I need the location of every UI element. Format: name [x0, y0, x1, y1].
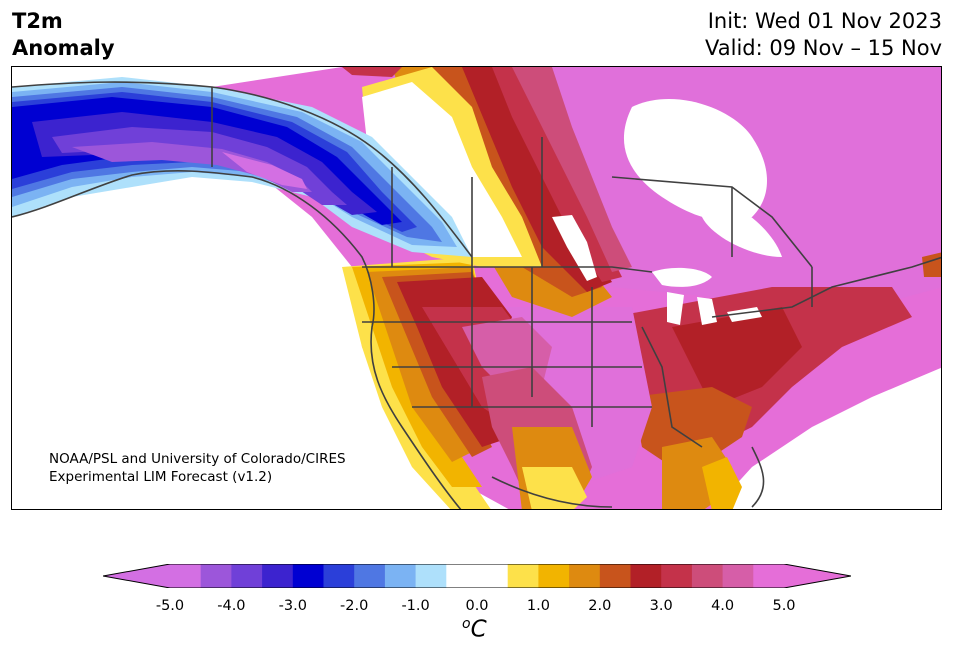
colorbar-segment [354, 564, 386, 588]
colorbar-tick-label: 1.0 [526, 598, 550, 614]
colorbar-segment [538, 564, 570, 588]
forecast-dates: Init: Wed 01 Nov 2023 Valid: 09 Nov – 15… [705, 8, 942, 62]
colorbar-segment [507, 564, 539, 588]
colorbar-segment [722, 564, 754, 588]
colorbar-segment [384, 564, 417, 588]
degree-sup: o [462, 616, 471, 632]
colorbar-segment [691, 564, 724, 588]
colorbar-segment [661, 564, 693, 588]
colorbar-extend-high [784, 564, 851, 588]
map-canvas [12, 67, 941, 509]
valid-range: Valid: 09 Nov – 15 Nov [705, 36, 942, 60]
colorbar-extend-low [103, 564, 170, 588]
colorbar-segment [415, 564, 447, 588]
colorbar-segment [323, 564, 355, 588]
colorbar-tick-label: 2.0 [588, 598, 612, 614]
colorbar-segment [446, 564, 478, 588]
colorbar-segment [599, 564, 631, 588]
colorbar-segment [262, 564, 294, 588]
title-line-1: T2m [12, 9, 63, 33]
map-title: T2m Anomaly [12, 8, 115, 62]
colorbar-segment [569, 564, 601, 588]
colorbar-tick-label: 3.0 [649, 598, 673, 614]
anomaly-map [11, 66, 942, 510]
colorbar-tick-label: -1.0 [401, 598, 430, 614]
colorbar-segment [231, 564, 263, 588]
init-date: Init: Wed 01 Nov 2023 [707, 9, 942, 33]
colorbar-tick-label: -3.0 [278, 598, 307, 614]
colorbar-segment [200, 564, 232, 588]
credit-line-2: Experimental LIM Forecast (v1.2) [49, 469, 273, 485]
colorbar-tick-label: 4.0 [711, 598, 735, 614]
map-outlines [12, 81, 941, 509]
colorbar-tick-label: -5.0 [155, 598, 185, 614]
unit-base: C [470, 616, 487, 643]
colorbar-segment [753, 564, 785, 588]
unit-label: oC [462, 616, 487, 643]
colorbar-segment [630, 564, 662, 588]
colorbar [103, 564, 851, 588]
colorbar-tick-label: -2.0 [340, 598, 369, 614]
colorbar-tick-label: -4.0 [217, 598, 246, 614]
colorbar-segment [477, 564, 509, 588]
title-line-2: Anomaly [12, 36, 115, 60]
colorbar-segment [170, 564, 202, 588]
credit-line-1: NOAA/PSL and University of Colorado/CIRE… [49, 451, 346, 467]
colorbar-tick-label: 5.0 [772, 598, 796, 614]
colorbar-segment [292, 564, 324, 588]
credit-text: NOAA/PSL and University of Colorado/CIRE… [49, 450, 346, 486]
colorbar-ticks: -5.0 -4.0 -3.0 -2.0 -1.0 0.0 1.0 2.0 3.0 4.0 5.0 [0, 598, 953, 618]
colorbar-tick-label: 0.0 [465, 598, 489, 614]
great-lakes [652, 267, 762, 325]
